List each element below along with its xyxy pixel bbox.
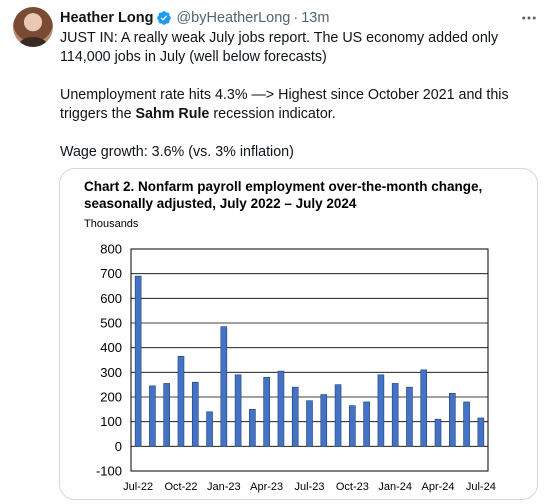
x-tick-label: Oct-23 bbox=[336, 481, 369, 493]
bar-Aug-22 bbox=[149, 385, 156, 447]
timestamp[interactable]: 13m bbox=[301, 10, 330, 26]
header-separator: · bbox=[293, 10, 299, 26]
x-tick-label: Jul-23 bbox=[295, 481, 325, 493]
x-tick-label: Jul-24 bbox=[466, 481, 496, 493]
bar-Aug-23 bbox=[320, 394, 328, 447]
bar-Dec-22 bbox=[206, 411, 213, 447]
y-tick-label: 700 bbox=[100, 266, 122, 281]
bar-Feb-23 bbox=[234, 374, 242, 447]
display-name[interactable]: Heather Long bbox=[60, 10, 154, 26]
bar-May-23 bbox=[277, 370, 285, 447]
bar-Oct-22 bbox=[177, 356, 185, 447]
bar-Feb-24 bbox=[406, 386, 413, 447]
bar-Mar-23 bbox=[249, 409, 256, 447]
tweet-line-2-end: recession indicator. bbox=[209, 106, 336, 122]
units-label: Thousands bbox=[84, 218, 139, 230]
bar-Apr-23 bbox=[263, 376, 270, 447]
bar-Jan-24 bbox=[391, 383, 399, 447]
tweet-line-2: Unemployment rate hits 4.3% —> Highest s… bbox=[60, 86, 530, 124]
x-tick-label: Jan-23 bbox=[207, 481, 241, 493]
y-tick-label: -100 bbox=[96, 464, 122, 479]
y-tick-label: 400 bbox=[100, 340, 122, 355]
bar-Sep-23 bbox=[334, 384, 342, 447]
tweet-header: Heather Long @byHeatherLong · 13m bbox=[60, 9, 329, 27]
x-tick-label: Jan-24 bbox=[378, 481, 412, 493]
tweet-line-2-start: Unemployment rate hits 4.3% —> Highest s… bbox=[60, 87, 509, 122]
bar-Oct-23 bbox=[349, 405, 356, 447]
bar-Jul-22 bbox=[134, 275, 142, 447]
tweet-text: JUST IN: A really weak July jobs report.… bbox=[60, 29, 530, 162]
tweet-line-1: JUST IN: A really weak July jobs report.… bbox=[60, 30, 499, 65]
y-tick-label: 0 bbox=[115, 439, 122, 454]
bar-Sep-22 bbox=[163, 383, 170, 447]
bar-Jul-23 bbox=[306, 400, 313, 447]
bar-Nov-22 bbox=[191, 381, 199, 447]
y-tick-label: 500 bbox=[100, 316, 122, 331]
x-tick-label: Apr-23 bbox=[250, 481, 283, 493]
bar-Jun-24 bbox=[463, 401, 470, 447]
sahm-rule-bold: Sahm Rule bbox=[135, 106, 210, 122]
verified-badge-icon bbox=[156, 10, 172, 26]
y-tick-label: 300 bbox=[100, 365, 122, 380]
x-tick-label: Oct-22 bbox=[164, 481, 197, 493]
avatar[interactable] bbox=[13, 7, 53, 47]
bar-Jun-23 bbox=[291, 386, 299, 447]
bar-Jan-23 bbox=[220, 326, 228, 447]
plot-frame bbox=[130, 248, 489, 472]
y-tick-label: 800 bbox=[100, 242, 122, 257]
chart-title: Chart 2. Nonfarm payroll employment over… bbox=[84, 179, 483, 211]
user-handle[interactable]: @byHeatherLong bbox=[176, 10, 291, 26]
y-tick-label: 600 bbox=[100, 291, 122, 306]
y-tick-label: 200 bbox=[100, 390, 122, 405]
bar-Nov-23 bbox=[363, 401, 370, 447]
x-tick-label: Jul-22 bbox=[123, 481, 153, 493]
bar-Dec-23 bbox=[377, 374, 385, 447]
bar-Jul-24 bbox=[477, 417, 485, 447]
x-tick-label: Apr-24 bbox=[422, 481, 455, 493]
more-dots-icon[interactable] bbox=[518, 9, 540, 27]
bar-Mar-24 bbox=[420, 369, 428, 447]
tweet-line-3: Wage growth: 3.6% (vs. 3% inflation) bbox=[60, 144, 294, 160]
y-tick-label: 100 bbox=[100, 414, 122, 429]
bar-May-24 bbox=[449, 393, 456, 447]
chart-image[interactable]: Chart 2. Nonfarm payroll employment over… bbox=[59, 168, 538, 500]
bar-Apr-24 bbox=[434, 418, 442, 447]
